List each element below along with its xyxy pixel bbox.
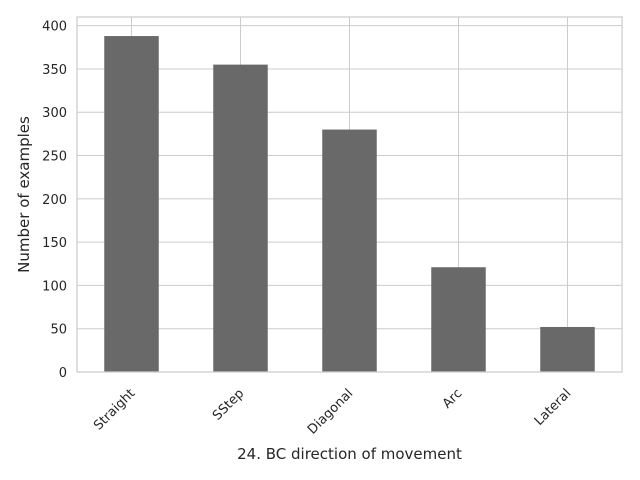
y-tick-label: 50 [50, 323, 67, 338]
y-tick-label: 100 [42, 279, 67, 294]
bars [104, 36, 595, 373]
y-tick-label: 350 [42, 63, 67, 78]
x-tick-label-sstep: SStep [210, 386, 247, 423]
bar-diagonal [322, 129, 377, 372]
x-tick-label-diagonal: Diagonal [305, 386, 356, 437]
bar-lateral [540, 326, 595, 372]
bar-straight [104, 36, 159, 373]
y-tick-label: 150 [42, 236, 67, 251]
bar-sstep [213, 64, 268, 372]
x-tick-label-lateral: Lateral [532, 386, 575, 429]
x-tick-label-arc: Arc [440, 386, 466, 412]
y-tick-label: 0 [59, 366, 67, 381]
x-tick-label-straight: Straight [91, 386, 138, 433]
y-axis-label: Number of examples [15, 116, 33, 273]
x-axis-label: 24. BC direction of movement [237, 445, 462, 463]
plot-frame [76, 16, 623, 373]
y-tick-labels: 0 50 100 150 200 250 300 350 400 [42, 20, 67, 381]
bar-arc [431, 267, 486, 372]
y-tick-label: 200 [42, 193, 67, 208]
y-tick-label: 300 [42, 106, 67, 121]
x-tick-labels: Straight SStep Diagonal Arc Lateral [91, 386, 574, 437]
y-tick-label: 400 [42, 20, 67, 35]
y-tick-label: 250 [42, 150, 67, 165]
